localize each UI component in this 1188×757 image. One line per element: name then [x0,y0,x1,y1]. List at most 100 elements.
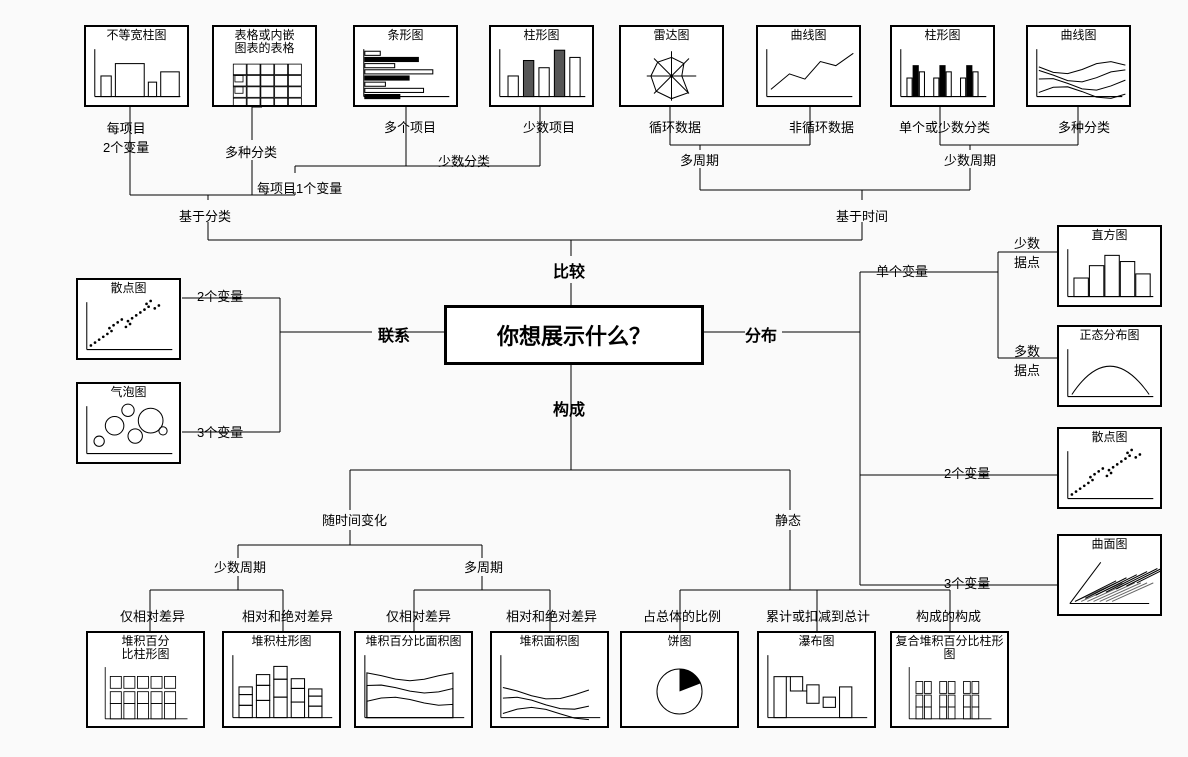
lbl-time-changing: 随时间变化 [322,510,387,529]
lbl-comp-fewp: 少数周期 [214,557,266,576]
multiline-icon [1028,43,1129,105]
card-title: 堆积柱形图 [251,635,311,648]
card-title: 正态分布图 [1079,329,1139,342]
hbars-icon [355,43,456,105]
lbl-onevar: 每项目1个变量 [257,178,342,197]
card-title: 瀑布图 [798,635,834,648]
lbl-rel-3var: 3个变量 [197,422,243,441]
varwidth-icon [86,43,187,105]
lbl-relabs1: 相对和绝对差异 [242,606,333,625]
card-title: 表格或内嵌图表的表格 [234,29,294,55]
line-icon [758,43,859,105]
card-varwidth-bar: 不等宽柱图 [84,25,189,107]
card-title: 堆积面积图 [519,635,579,648]
card-embedded-table: 表格或内嵌图表的表格 [212,25,317,107]
card-line: 曲线图 [756,25,861,107]
card-scatter-dist: 散点图 [1057,427,1162,509]
vbars-icon [491,43,592,105]
lbl-accum: 累计或扣减到总计 [766,606,870,625]
waterfall-icon [759,649,874,726]
lbl-many-items: 多个项目 [384,117,436,136]
card-column-few: 柱形图 [489,25,594,107]
bubble-icon [78,400,179,462]
lbl-relonly2: 仅相对差异 [386,606,451,625]
lbl-cyclic: 循环数据 [649,117,701,136]
card-stacked100tree: 复合堆积百分比柱形图 [890,631,1009,728]
card-bar-multi: 条形图 [353,25,458,107]
card-title: 饼图 [667,635,691,648]
lbl-relabs2: 相对和绝对差异 [506,606,597,625]
surface-icon [1059,552,1160,614]
card-normal: 正态分布图 [1057,325,1162,407]
card-stack100area: 堆积百分比面积图 [354,631,473,728]
lbl-twovar-item: 每项目 2个变量 [103,118,149,156]
lbl-dist-2var: 2个变量 [944,463,990,482]
card-title: 不等宽柱图 [106,29,166,42]
pie-icon [622,649,737,726]
card-radar: 雷达图 [619,25,724,107]
scatter-icon [1059,445,1160,507]
branch-relation: 联系 [378,322,410,346]
card-title: 直方图 [1091,229,1127,242]
lbl-noncyclic: 非循环数据 [789,117,854,136]
stack100-icon [88,662,203,726]
lbl-by-category: 基于分类 [179,206,231,225]
radar-icon [621,43,722,105]
card-title: 雷达图 [653,29,689,42]
lbl-relonly1: 仅相对差异 [120,606,185,625]
lbl-dist-fewpts: 少数 据点 [1014,233,1040,271]
center-question-text: 你想展示什么？ [497,319,651,351]
branch-distribution: 分布 [745,322,777,346]
lbl-dist-manypts: 多数 据点 [1014,341,1040,379]
card-title: 柱形图 [523,29,559,42]
card-column-few2: 柱形图 [890,25,995,107]
stack100area-icon [356,649,471,726]
card-title: 曲线图 [790,29,826,42]
card-title: 散点图 [1091,431,1127,444]
card-title: 散点图 [110,282,146,295]
lbl-compcomp: 构成的构成 [916,606,981,625]
compstack-icon [892,662,1007,726]
card-title: 复合堆积百分比柱形图 [892,635,1007,661]
stackarea-icon [492,649,607,726]
card-scatter-rel: 散点图 [76,278,181,360]
card-title: 条形图 [387,29,423,42]
card-title: 曲面图 [1091,538,1127,551]
lbl-dist-3var: 3个变量 [944,573,990,592]
normal-icon [1059,343,1160,405]
lbl-few-items: 少数项目 [523,117,575,136]
branch-compare: 比较 [553,258,585,282]
card-pie: 饼图 [620,631,739,728]
stackbar-icon [224,649,339,726]
lbl-share: 占总体的比例 [643,606,721,625]
card-multiline: 曲线图 [1026,25,1131,107]
lbl-by-time: 基于时间 [836,206,888,225]
card-waterfall: 瀑布图 [757,631,876,728]
card-title: 气泡图 [110,386,146,399]
lbl-dist-single: 单个变量 [876,261,928,280]
card-title: 曲线图 [1060,29,1096,42]
chart-selector-diagram: 你想展示什么？ 比较 联系 分布 构成 基于分类 基于时间 每项目1个变量 多种… [0,0,1188,757]
lbl-many-cat2: 多种分类 [1058,117,1110,136]
lbl-static: 静态 [775,510,801,529]
lbl-few-periods-t: 少数周期 [944,150,996,169]
card-title: 柱形图 [924,29,960,42]
lbl-few-cat: 少数分类 [438,151,490,170]
hist-icon [1059,243,1160,305]
card-histogram: 直方图 [1057,225,1162,307]
scatter-icon [78,296,179,358]
lbl-comp-manyp: 多周期 [464,557,503,576]
card-title: 堆积百分比柱形图 [121,635,169,661]
card-bubble: 气泡图 [76,382,181,464]
table-icon [214,56,315,105]
branch-composition: 构成 [553,396,585,420]
lbl-single-few-cat: 单个或少数分类 [899,117,990,136]
vbars2-icon [892,43,993,105]
card-stackarea: 堆积面积图 [490,631,609,728]
card-stack100bar: 堆积百分比柱形图 [86,631,205,728]
lbl-rel-2var: 2个变量 [197,286,243,305]
card-surface: 曲面图 [1057,534,1162,616]
card-stackbar: 堆积柱形图 [222,631,341,728]
lbl-manycat: 多种分类 [225,142,277,161]
center-question: 你想展示什么？ [444,305,704,365]
